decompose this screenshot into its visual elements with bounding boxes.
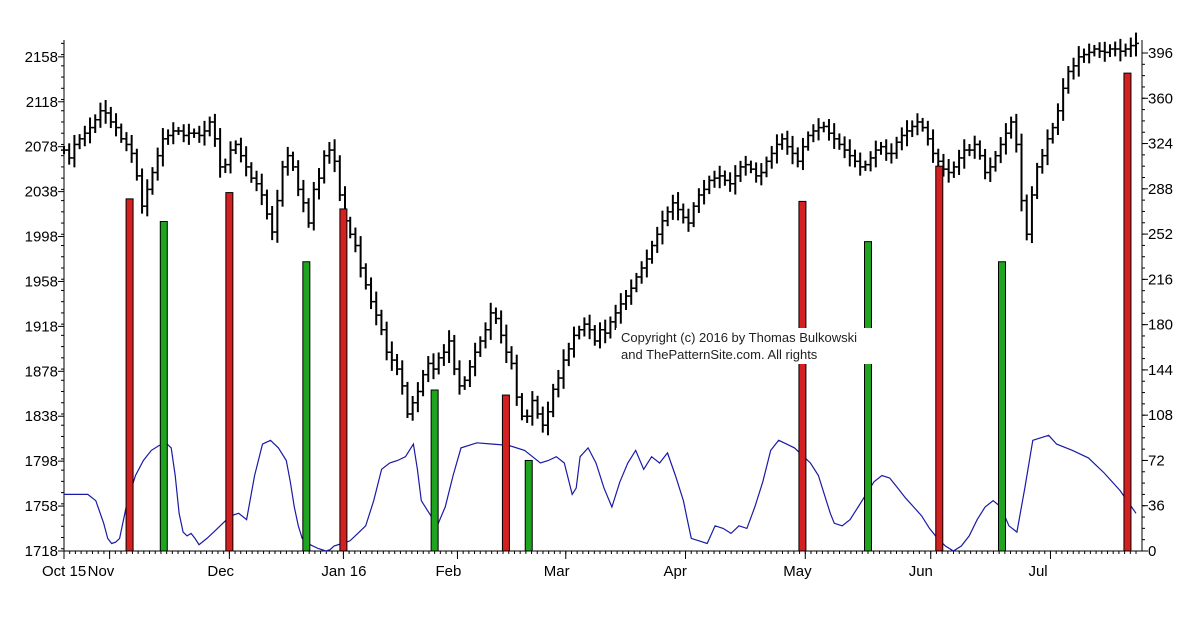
y-left-tick-label: 1718	[25, 543, 58, 560]
x-tick-label: Jan 16	[321, 563, 366, 580]
y-right-tick-label: 144	[1148, 362, 1173, 379]
y-right-tick-label: 324	[1148, 136, 1173, 153]
y-right-tick-label: 252	[1148, 226, 1173, 243]
y-right-tick-label: 288	[1148, 181, 1173, 198]
y-right-tick-label: 72	[1148, 452, 1165, 469]
x-tick-label: Mar	[544, 563, 570, 580]
x-tick-label: Oct 15	[42, 563, 86, 580]
x-tick-label: Feb	[435, 563, 461, 580]
green-signal-bar	[524, 459, 533, 552]
red-signal-bar	[1123, 72, 1132, 552]
green-signal-bar	[864, 241, 872, 552]
y-left-tick-label: 2158	[25, 49, 58, 66]
indicator-line	[64, 434, 1137, 552]
red-signal-bar	[125, 198, 134, 552]
x-tick-label: Nov	[88, 563, 115, 580]
y-right-tick-label: 108	[1148, 407, 1173, 424]
indicator-layer	[64, 434, 1137, 552]
watermark-line-1: Copyright (c) 2016 by Thomas Bulkowski	[621, 330, 857, 345]
y-right-tick-label: 0	[1148, 543, 1156, 560]
price-layer	[61, 32, 1139, 436]
red-signal-bar	[339, 208, 348, 552]
red-signal-bar	[798, 200, 807, 552]
y-left-tick-label: 2078	[25, 139, 58, 156]
y-left-tick-label: 2038	[25, 184, 58, 201]
x-tick-label: Dec	[207, 563, 234, 580]
y-left-tick-label: 2118	[26, 94, 58, 111]
green-signal-bar	[302, 261, 311, 552]
watermark-background	[616, 328, 892, 364]
price-bar	[1133, 32, 1139, 57]
red-signal-bar	[225, 192, 234, 552]
x-tick-label: Jul	[1028, 563, 1047, 580]
label-layer: 2158 2118 2078 2038 1998 1958 1918 1878 1838 1798…	[25, 45, 1173, 580]
y-left-tick-label: 1878	[25, 363, 58, 380]
y-left-tick-label: 1838	[25, 408, 58, 425]
y-right-tick-label: 216	[1148, 271, 1173, 288]
red-signal-bar	[501, 394, 510, 552]
y-right-tick-label: 360	[1148, 90, 1173, 107]
y-right-tick-label: 180	[1148, 317, 1173, 334]
green-signal-bar	[159, 221, 168, 552]
x-tick-label: May	[783, 563, 812, 580]
y-left-tick-label: 1758	[25, 498, 58, 515]
y-left-tick-label: 1958	[25, 273, 58, 290]
y-right-tick-label: 396	[1148, 45, 1173, 62]
green-signal-bar	[430, 389, 439, 552]
green-signal-bar	[998, 261, 1006, 552]
x-tick-label: Jun	[909, 563, 933, 580]
red-signal-bar	[935, 165, 944, 552]
y-left-tick-label: 1798	[25, 453, 58, 470]
axes	[58, 40, 1148, 559]
signal-layer	[125, 72, 1132, 552]
x-tick-label: Apr	[664, 563, 687, 580]
y-left-tick-label: 1998	[25, 229, 58, 246]
y-left-tick-label: 1918	[25, 318, 58, 335]
y-right-tick-label: 36	[1148, 498, 1165, 515]
watermark-line-2: and ThePatternSite.com. All rights	[621, 347, 818, 362]
